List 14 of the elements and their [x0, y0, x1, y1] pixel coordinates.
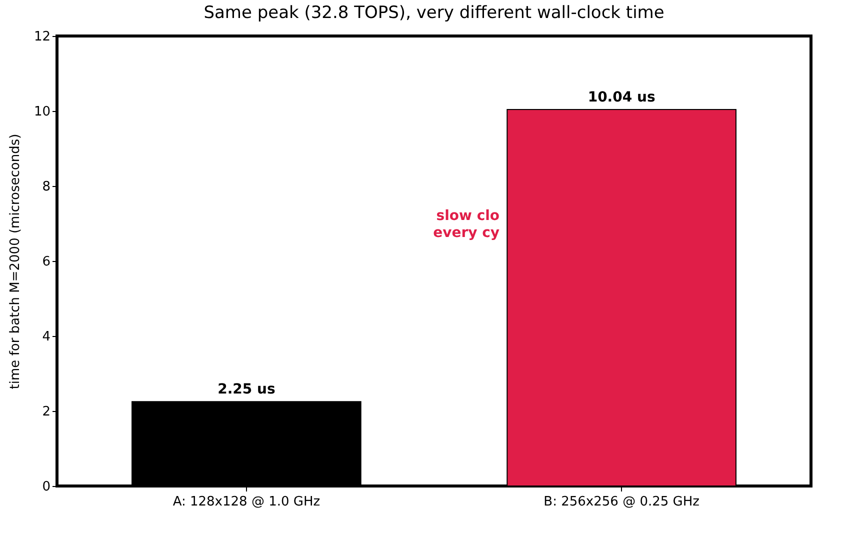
chart-title: Same peak (32.8 TOPS), very different wall-clock time — [204, 3, 664, 23]
data-label: 10.04 us — [588, 90, 656, 106]
data-label: 2.25 us — [218, 382, 276, 398]
y-tick-label: 8 — [42, 180, 50, 194]
y-tick-label: 12 — [34, 30, 50, 44]
y-tick-label: 10 — [34, 104, 50, 120]
y-tick-label: 6 — [42, 254, 50, 270]
y-tick-label: 2 — [42, 404, 50, 420]
y-tick-label: 0 — [42, 480, 50, 494]
x-tick-label: B: 256x256 @ 0.25 GHz — [544, 494, 700, 510]
annotation: slow clo every cy — [433, 208, 500, 241]
x-tick-label: A: 128x128 @ 1.0 GHz — [172, 494, 320, 510]
y-axis-title: time for batch M=2000 (microseconds) — [8, 134, 23, 390]
y-tick-label: 4 — [42, 330, 50, 344]
